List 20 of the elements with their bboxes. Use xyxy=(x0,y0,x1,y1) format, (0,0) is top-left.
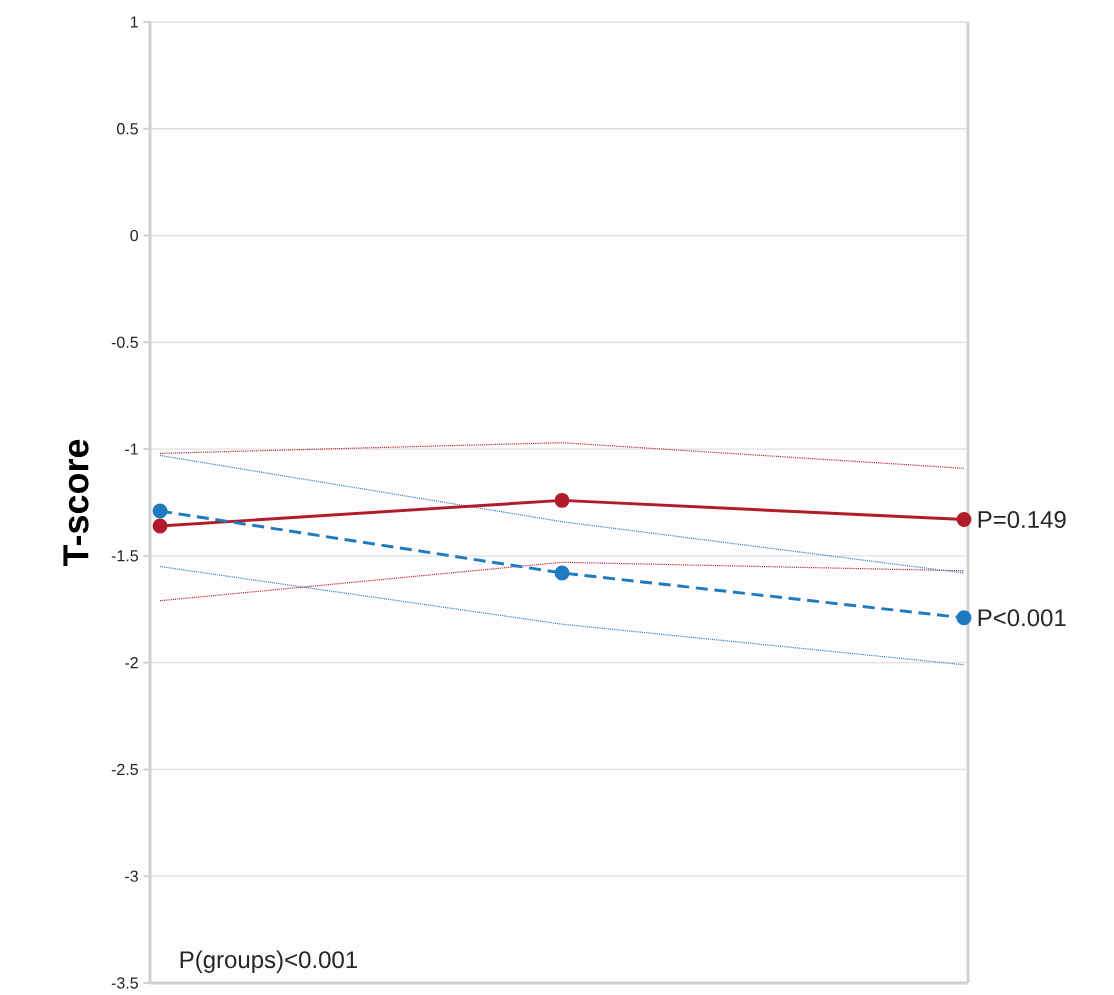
annotation: P(groups)<0.001 xyxy=(180,950,357,973)
y-tick-label: -2.5 xyxy=(111,763,138,776)
y-tick-label: 0 xyxy=(130,229,139,242)
y-tick-label: -3.5 xyxy=(111,977,138,989)
y-tick-label: -3 xyxy=(125,870,138,882)
y-tick-label: -1.5 xyxy=(111,550,138,562)
y-axis-title: T-score xyxy=(63,439,89,567)
point xyxy=(956,512,972,528)
series-label: P<0.001 xyxy=(978,609,1066,627)
y-tick-label: 0.5 xyxy=(117,123,138,135)
series-label: P=0.149 xyxy=(978,511,1066,529)
point xyxy=(152,503,168,519)
point xyxy=(554,492,570,508)
point xyxy=(956,610,972,626)
point xyxy=(152,518,168,534)
y-tick-label: 1 xyxy=(130,16,138,28)
point xyxy=(554,565,570,581)
y-tick-label: -0.5 xyxy=(111,336,138,348)
y-tick-label: -2 xyxy=(125,657,138,669)
y-tick-label: -1 xyxy=(125,443,138,455)
